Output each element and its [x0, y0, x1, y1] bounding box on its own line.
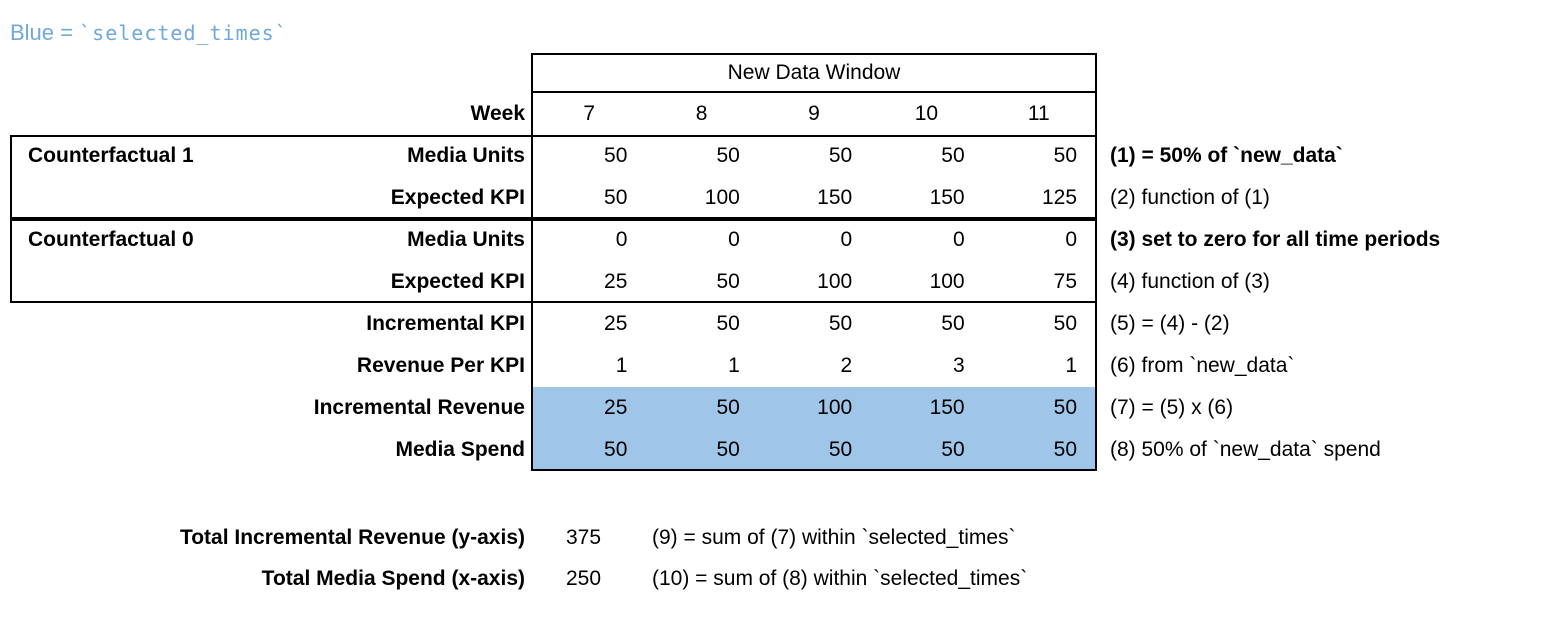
cell: 50	[716, 396, 740, 419]
row-label-expected-kpi-cf1: Expected KPI	[390, 186, 525, 209]
note-3: (3) set to zero for all time periods	[1110, 228, 1441, 251]
cell: 50	[828, 312, 853, 335]
row-label-incremental-revenue: Incremental Revenue	[313, 396, 525, 419]
cell: 50	[1053, 312, 1078, 335]
cell: 50	[941, 144, 965, 167]
new-data-window-title: New Data Window	[727, 61, 901, 84]
new-data-window-header-box	[531, 53, 1097, 93]
cell: 100	[817, 270, 853, 293]
cell: 75	[1053, 270, 1078, 293]
cell: 50	[716, 312, 740, 335]
cell: 50	[828, 144, 853, 167]
cell: 0	[728, 228, 740, 251]
table-row: 0 0 0 0 0	[533, 219, 1095, 261]
counterfactual-0-label: Counterfactual 0	[28, 228, 194, 251]
cell: 1	[615, 354, 628, 377]
counterfactual-1-label: Counterfactual 1	[28, 144, 194, 167]
note-2: (2) function of (1)	[1110, 186, 1270, 209]
note-5: (5) = (4) - (2)	[1110, 312, 1230, 335]
cell: 2	[840, 354, 853, 377]
week-number: 8	[695, 102, 708, 125]
week-number: 11	[1027, 102, 1050, 125]
note-6: (6) from `new_data`	[1110, 354, 1295, 377]
row-label-media-units-cf0: Media Units	[407, 228, 525, 251]
cell: 1	[728, 354, 740, 377]
cell: 25	[604, 270, 628, 293]
legend-code: `selected_times`	[79, 21, 288, 45]
row-label-media-units-cf1: Media Units	[407, 144, 525, 167]
cell: 3	[952, 354, 965, 377]
cell: 50	[1053, 438, 1078, 461]
note-8: (8) 50% of `new_data` spend	[1110, 438, 1381, 461]
legend-prefix: Blue =	[10, 20, 80, 45]
table-row: 50 100 150 150 125	[533, 177, 1095, 219]
table-row: 1 1 2 3 1	[533, 345, 1095, 387]
cell: 1	[1065, 354, 1078, 377]
week-number: 9	[808, 102, 820, 125]
row-label-expected-kpi-cf0: Expected KPI	[390, 270, 525, 293]
week-number: 10	[914, 102, 939, 125]
row-label-media-spend: Media Spend	[395, 438, 525, 461]
cell: 50	[604, 186, 628, 209]
cell: 50	[716, 438, 740, 461]
week-number-row: 7 8 9 10 11	[533, 93, 1095, 135]
cell: 50	[1053, 396, 1078, 419]
cell: 0	[952, 228, 965, 251]
note-4: (4) function of (3)	[1110, 270, 1270, 293]
cell: 125	[1041, 186, 1078, 209]
total-media-spend-value: 250	[566, 567, 602, 590]
week-label: Week	[470, 102, 525, 125]
cell: 50	[604, 144, 628, 167]
total-media-spend-label: Total Media Spend (x-axis)	[261, 567, 525, 590]
note-7: (7) = (5) x (6)	[1110, 396, 1234, 419]
cell: 50	[604, 438, 628, 461]
cell: 25	[604, 312, 628, 335]
legend-blue-selected-times: Blue = `selected_times`	[10, 20, 288, 46]
cell: 0	[615, 228, 628, 251]
cell: 50	[828, 438, 853, 461]
cell: 100	[929, 270, 965, 293]
total-incremental-revenue-value: 375	[566, 526, 602, 549]
cell: 50	[941, 312, 965, 335]
cell: 150	[929, 396, 965, 419]
cell: 100	[817, 396, 853, 419]
table-row-highlighted: 25 50 100 150 50	[533, 387, 1095, 429]
cell: 100	[704, 186, 740, 209]
row-label-incremental-kpi: Incremental KPI	[366, 312, 525, 335]
cell: 150	[929, 186, 965, 209]
cell: 0	[840, 228, 853, 251]
week-number: 7	[583, 102, 596, 125]
cell: 50	[716, 270, 740, 293]
note-9: (9) = sum of (7) within `selected_times`	[652, 526, 1016, 549]
table-row: 25 50 50 50 50	[533, 303, 1095, 345]
counterfactual-1-box	[10, 135, 1097, 219]
row-label-revenue-per-kpi: Revenue Per KPI	[356, 354, 525, 377]
cell: 50	[941, 438, 965, 461]
total-incremental-revenue-label: Total Incremental Revenue (y-axis)	[179, 526, 525, 549]
cell: 50	[716, 144, 740, 167]
selected-times-highlight-region	[533, 387, 1095, 469]
note-10: (10) = sum of (8) within `selected_times…	[652, 567, 1028, 590]
cell: 50	[1053, 144, 1078, 167]
table-row: 25 50 100 100 75	[533, 261, 1095, 303]
table-row-highlighted: 50 50 50 50 50	[533, 429, 1095, 471]
table-row: 50 50 50 50 50	[533, 135, 1095, 177]
note-1: (1) = 50% of `new_data`	[1110, 144, 1343, 167]
cell: 150	[817, 186, 853, 209]
counterfactual-0-box	[10, 219, 1097, 303]
cell: 0	[1065, 228, 1078, 251]
cell: 25	[604, 396, 628, 419]
